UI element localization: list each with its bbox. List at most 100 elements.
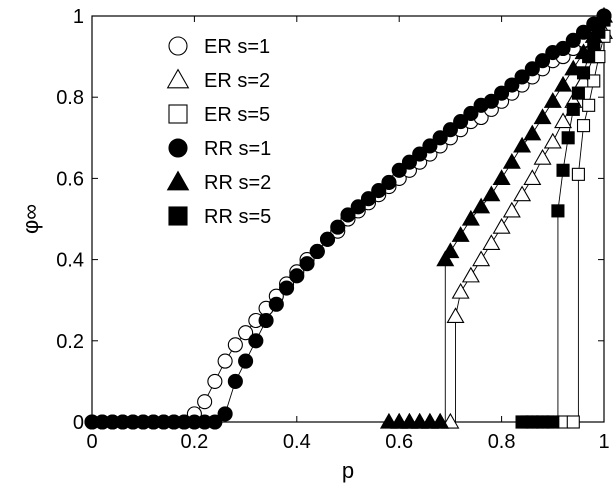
data-point bbox=[494, 85, 510, 101]
data-point bbox=[561, 131, 575, 145]
x-tick-label: 0.6 bbox=[385, 431, 413, 453]
y-tick-label: 0.4 bbox=[56, 250, 84, 272]
data-point bbox=[514, 69, 530, 85]
data-point bbox=[472, 197, 491, 214]
data-point bbox=[546, 415, 560, 429]
legend-entry: ER s=5 bbox=[204, 104, 270, 126]
data-point bbox=[289, 268, 305, 284]
legend-marker bbox=[168, 104, 188, 124]
data-point bbox=[492, 217, 511, 234]
data-point bbox=[566, 415, 580, 429]
data-point bbox=[535, 53, 551, 69]
data-point bbox=[401, 154, 417, 170]
data-point bbox=[554, 112, 573, 129]
data-point bbox=[350, 199, 366, 215]
data-point bbox=[431, 412, 450, 429]
data-point bbox=[504, 77, 520, 93]
data-point bbox=[571, 86, 585, 100]
data-point bbox=[513, 136, 532, 153]
legend-marker bbox=[168, 138, 188, 158]
legend-entry: RR s=1 bbox=[204, 138, 271, 160]
data-point bbox=[451, 282, 470, 299]
y-tick-label: 0 bbox=[73, 412, 84, 434]
data-point bbox=[472, 250, 491, 267]
series-line bbox=[522, 36, 605, 423]
data-point bbox=[330, 219, 346, 235]
data-point bbox=[592, 25, 606, 39]
data-point bbox=[238, 353, 254, 369]
data-markers bbox=[84, 6, 613, 430]
data-point bbox=[238, 325, 254, 341]
x-tick-label: 0.8 bbox=[488, 431, 516, 453]
data-point bbox=[492, 169, 511, 185]
data-point bbox=[258, 312, 274, 329]
data-point bbox=[587, 37, 601, 51]
data-point bbox=[523, 169, 542, 185]
data-point bbox=[543, 92, 562, 108]
legend-marker bbox=[166, 170, 190, 191]
data-point bbox=[576, 119, 591, 133]
data-point bbox=[554, 75, 573, 92]
data-point bbox=[575, 24, 592, 40]
data-point bbox=[566, 102, 580, 116]
data-point bbox=[360, 191, 377, 207]
data-point bbox=[502, 153, 521, 169]
data-point bbox=[571, 167, 585, 181]
x-tick-label: 1 bbox=[598, 431, 609, 453]
data-point bbox=[340, 207, 356, 223]
legend-entry: RR s=2 bbox=[204, 172, 271, 194]
data-point bbox=[502, 201, 521, 218]
data-point bbox=[279, 280, 295, 296]
data-point bbox=[587, 74, 601, 88]
data-point bbox=[268, 296, 284, 312]
data-point bbox=[461, 209, 480, 226]
x-tick-label: 0.2 bbox=[180, 431, 208, 453]
plot-frame bbox=[91, 15, 605, 423]
data-point bbox=[582, 98, 596, 112]
legend-entry: ER s=2 bbox=[204, 70, 270, 92]
data-point bbox=[436, 250, 455, 267]
data-point bbox=[513, 185, 532, 202]
data-point bbox=[207, 373, 223, 389]
data-point bbox=[381, 174, 397, 191]
y-tick-label: 0.8 bbox=[56, 87, 84, 109]
data-point bbox=[482, 234, 501, 250]
legend-marker bbox=[166, 68, 190, 89]
data-point bbox=[299, 256, 315, 272]
axes bbox=[91, 15, 605, 423]
data-point bbox=[523, 124, 542, 141]
data-point bbox=[533, 108, 552, 125]
data-point bbox=[533, 148, 552, 165]
data-point bbox=[217, 353, 233, 369]
data-point bbox=[412, 146, 428, 162]
y-tick-label: 0.6 bbox=[56, 168, 84, 190]
series-line bbox=[388, 15, 605, 423]
data-point bbox=[432, 130, 448, 146]
legend: ER s=1 ER s=2 ER s=5 RR s=1 RR s=2 RR s=5 bbox=[166, 36, 271, 228]
data-point bbox=[565, 32, 581, 48]
data-point bbox=[451, 226, 470, 242]
data-point bbox=[217, 406, 233, 422]
x-axis-label: p bbox=[342, 458, 354, 483]
data-point bbox=[463, 105, 479, 121]
y-tick-label: 1 bbox=[73, 6, 84, 28]
legend-entry: ER s=1 bbox=[204, 36, 270, 58]
legend-entry: RR s=5 bbox=[204, 206, 271, 228]
data-point bbox=[197, 394, 213, 410]
data-point bbox=[227, 337, 243, 353]
legend-marker bbox=[168, 36, 188, 56]
data-point bbox=[319, 231, 336, 247]
data-point bbox=[597, 13, 611, 27]
legend-marker bbox=[168, 206, 188, 226]
data-point bbox=[483, 93, 499, 109]
data-point bbox=[453, 114, 469, 130]
data-point bbox=[371, 183, 387, 199]
data-point bbox=[207, 414, 223, 430]
y-axis-label: φ∞ bbox=[18, 204, 43, 234]
data-point bbox=[441, 242, 460, 259]
data-point bbox=[391, 162, 407, 178]
data-point bbox=[482, 185, 501, 202]
data-point bbox=[461, 266, 480, 283]
data-point bbox=[227, 373, 243, 389]
